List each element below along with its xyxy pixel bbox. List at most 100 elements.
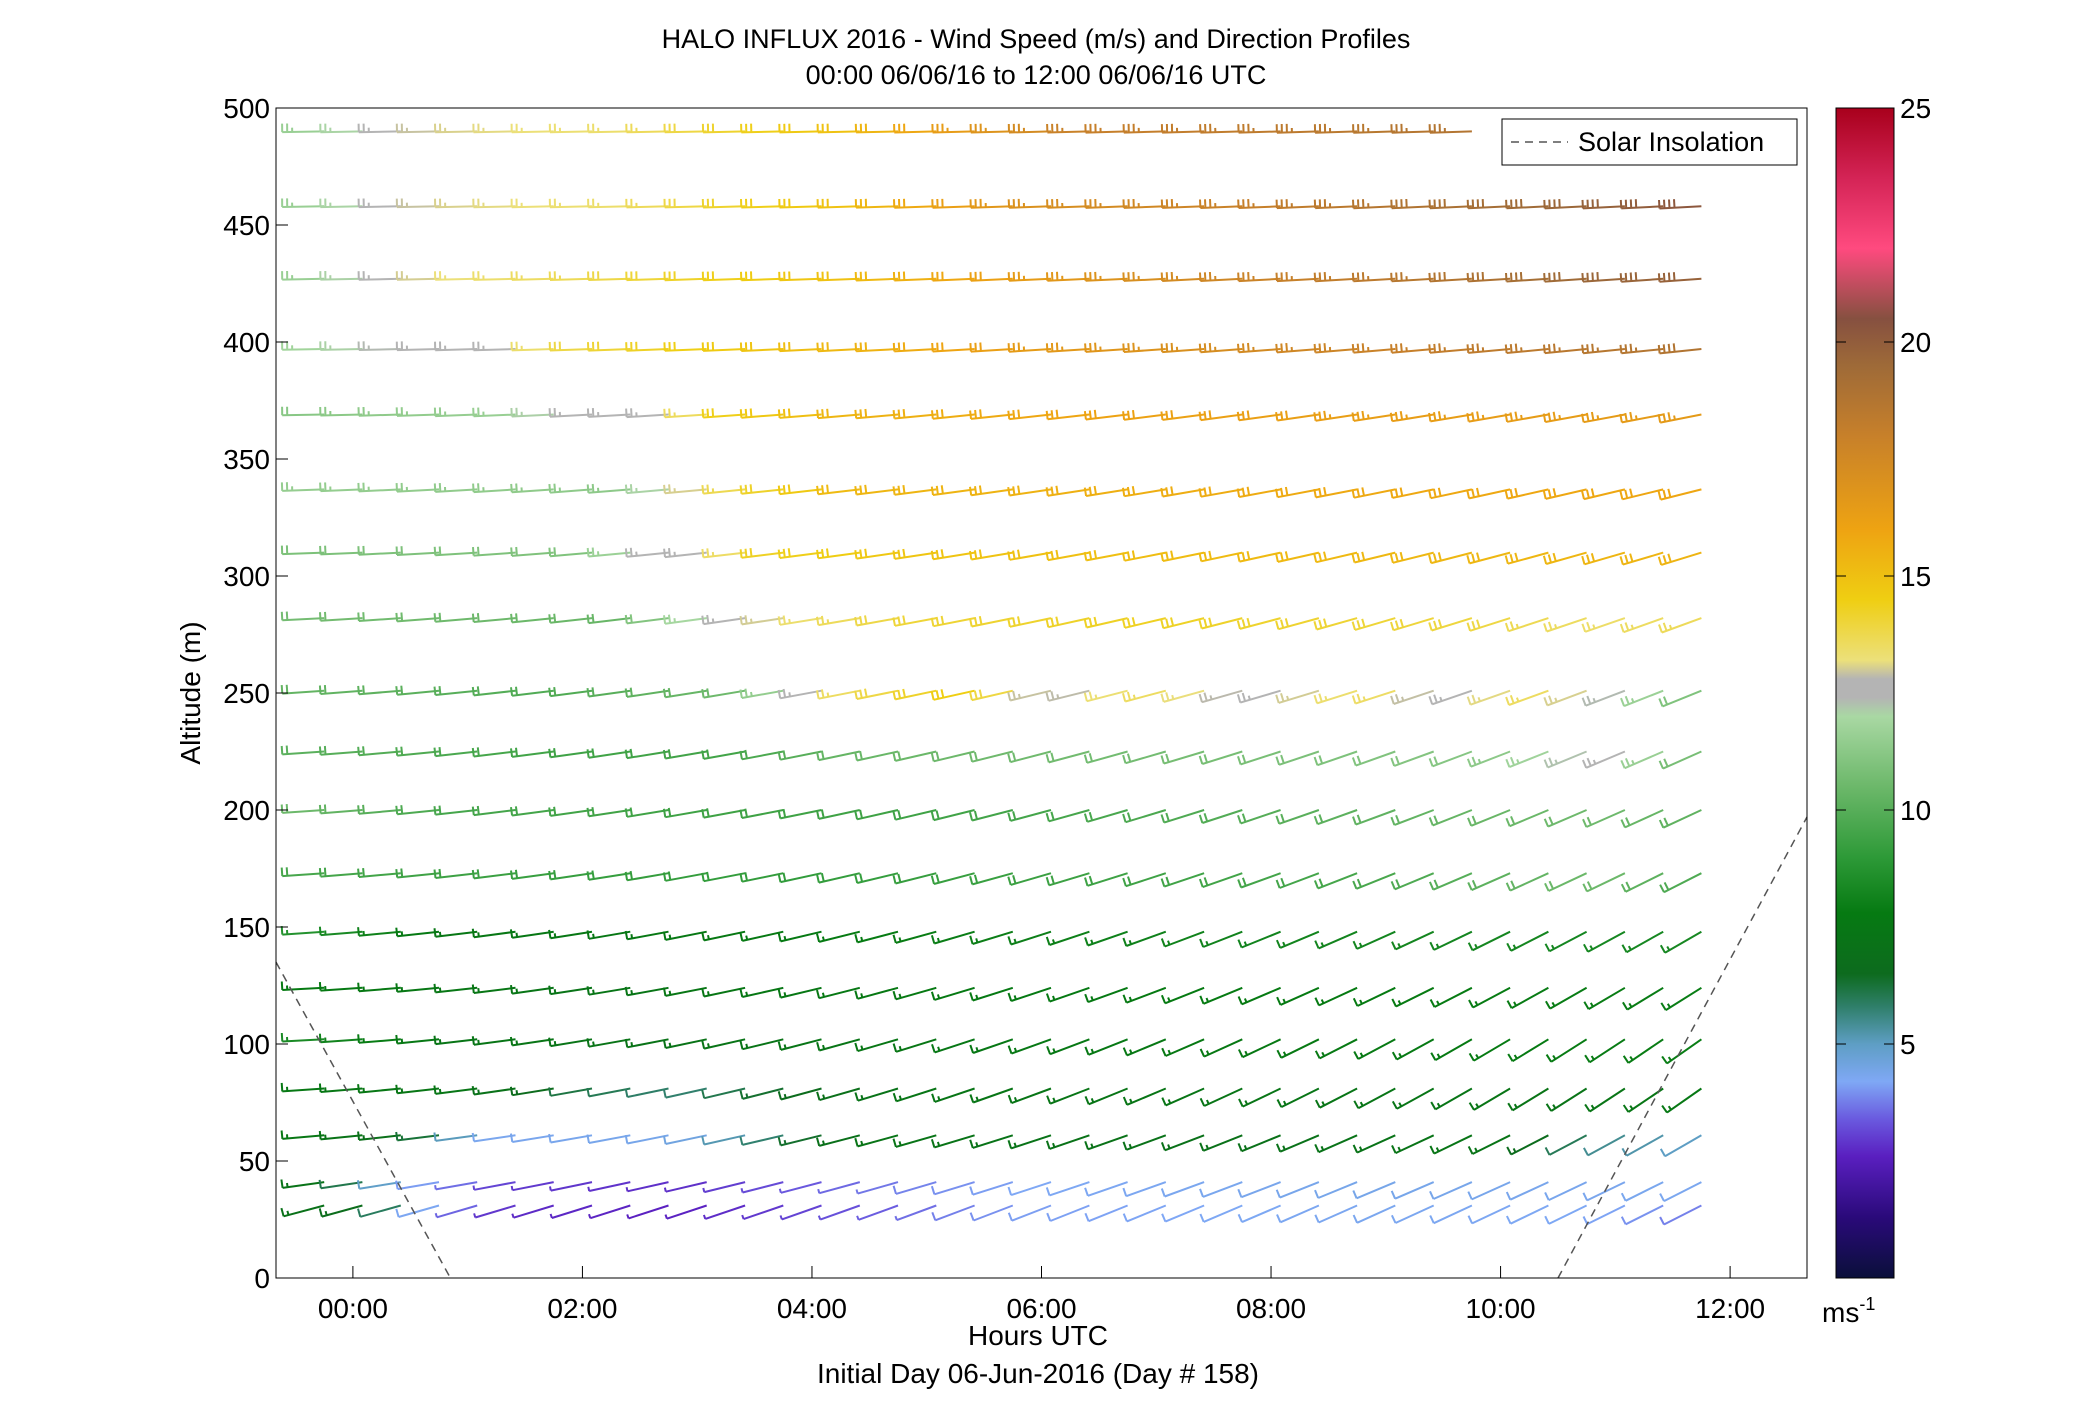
wind-barb-feather (1505, 817, 1511, 827)
wind-barb-feather (477, 483, 480, 492)
wind-barb-feather (1323, 272, 1327, 281)
wind-barb (1237, 123, 1281, 134)
wind-barb (1468, 1038, 1511, 1062)
wind-barb (319, 270, 363, 281)
wind-barb-staff (933, 809, 975, 822)
wind-barb-feather (783, 1093, 787, 1099)
wind-barb-feather (1547, 554, 1552, 563)
wind-barb-staff (1662, 809, 1702, 829)
wind-barb-feather (739, 689, 743, 699)
wind-barb-staff (1318, 986, 1358, 1007)
wind-barb-staff (1659, 277, 1702, 283)
wind-barb-feather (1318, 343, 1322, 353)
wind-barb-feather (1208, 617, 1213, 627)
wind-barb (1428, 872, 1473, 891)
wind-barb-staff (1242, 1038, 1282, 1059)
wind-barb-feather (592, 1041, 595, 1046)
wind-barb-feather (1586, 272, 1589, 282)
wind-barb (892, 688, 937, 701)
wind-barb-feather (357, 982, 360, 992)
wind-barb-feather (706, 548, 710, 557)
wind-barb-feather (624, 808, 629, 817)
wind-barb-staff (970, 413, 1013, 420)
wind-barb-feather (1321, 1101, 1326, 1106)
wind-barb (1084, 1134, 1128, 1151)
wind-barb-feather (1630, 624, 1634, 630)
wind-barb (930, 872, 975, 885)
wind-barb-staff (1319, 1038, 1358, 1060)
wind-barb (1428, 551, 1473, 565)
wind-barb-feather (1619, 199, 1623, 209)
wind-barb-staff (1659, 205, 1702, 210)
wind-barb-feather (1237, 343, 1240, 353)
wind-barb-feather (1160, 487, 1164, 497)
wind-barb-feather (1514, 487, 1519, 497)
x-tick-label: 06:00 (1006, 1293, 1076, 1324)
wind-barb-staff (1585, 809, 1626, 828)
wind-barb-feather (1045, 692, 1050, 702)
wind-barb-feather (1165, 410, 1169, 420)
wind-barb-feather (707, 991, 710, 996)
wind-barb (586, 1087, 631, 1098)
wind-barb-staff (282, 930, 325, 936)
wind-barb-feather (472, 483, 475, 493)
wind-barb-feather (1313, 815, 1319, 825)
wind-barb-feather (1481, 414, 1485, 420)
wind-barb (1045, 1134, 1090, 1150)
wind-barb (1352, 199, 1396, 210)
wind-barb-feather (1585, 489, 1590, 499)
wind-barb (1160, 750, 1205, 765)
wind-barb (854, 1134, 899, 1148)
wind-barb-feather (1094, 342, 1097, 352)
wind-barb (1237, 750, 1281, 766)
wind-barb-feather (1313, 488, 1317, 498)
wind-barb (586, 870, 631, 881)
wind-barb-feather (471, 1085, 475, 1095)
wind-barb (624, 1087, 669, 1098)
wind-barb-feather (1050, 875, 1055, 885)
wind-barb (1198, 410, 1243, 422)
wind-barb (892, 986, 937, 1001)
wind-barb (1583, 986, 1626, 1010)
wind-barb (892, 872, 937, 885)
wind-barb-feather (1513, 1103, 1518, 1109)
wind-barb-feather (662, 1089, 667, 1098)
wind-barb-feather (817, 1188, 821, 1194)
wind-barb-staff (704, 1181, 746, 1194)
wind-barb (892, 548, 937, 560)
wind-barb-staff (1510, 930, 1549, 952)
wind-barb-staff (856, 348, 899, 353)
wind-barb-feather (357, 1084, 360, 1093)
wind-barb-feather (1624, 344, 1628, 353)
wind-barb-staff (1048, 872, 1090, 887)
wind-barb (969, 872, 1014, 886)
wind-barb-feather (816, 874, 820, 883)
wind-barb-feather (1318, 878, 1324, 887)
wind-barb-staff (1353, 488, 1396, 499)
wind-barb-staff (932, 277, 975, 282)
wind-barb-feather (1246, 410, 1250, 420)
wind-barb-staff (932, 488, 975, 496)
wind-barb (281, 123, 325, 134)
wind-barb-feather (1083, 813, 1089, 823)
wind-barb (510, 407, 554, 418)
wind-barb (1045, 485, 1090, 497)
wind-barb (472, 407, 516, 418)
wind-barb-feather (1428, 695, 1434, 705)
wind-barb (1352, 930, 1396, 950)
wind-barb-staff (1626, 930, 1664, 954)
wind-barb-feather (777, 549, 781, 559)
wind-barb-staff (1659, 348, 1702, 355)
wind-barb-feather (936, 1141, 941, 1147)
wind-barb-feather (1467, 1215, 1474, 1224)
wind-barb-staff (1238, 348, 1281, 354)
wind-barb-staff (856, 750, 899, 762)
wind-barb-feather (1007, 753, 1012, 763)
wind-barb (1084, 1038, 1128, 1056)
wind-barb-staff (1011, 1087, 1052, 1105)
wind-barb-feather (438, 987, 442, 992)
wind-barb-feather (586, 871, 590, 880)
wind-barb-staff (1626, 986, 1664, 1011)
wind-barb (662, 871, 707, 882)
